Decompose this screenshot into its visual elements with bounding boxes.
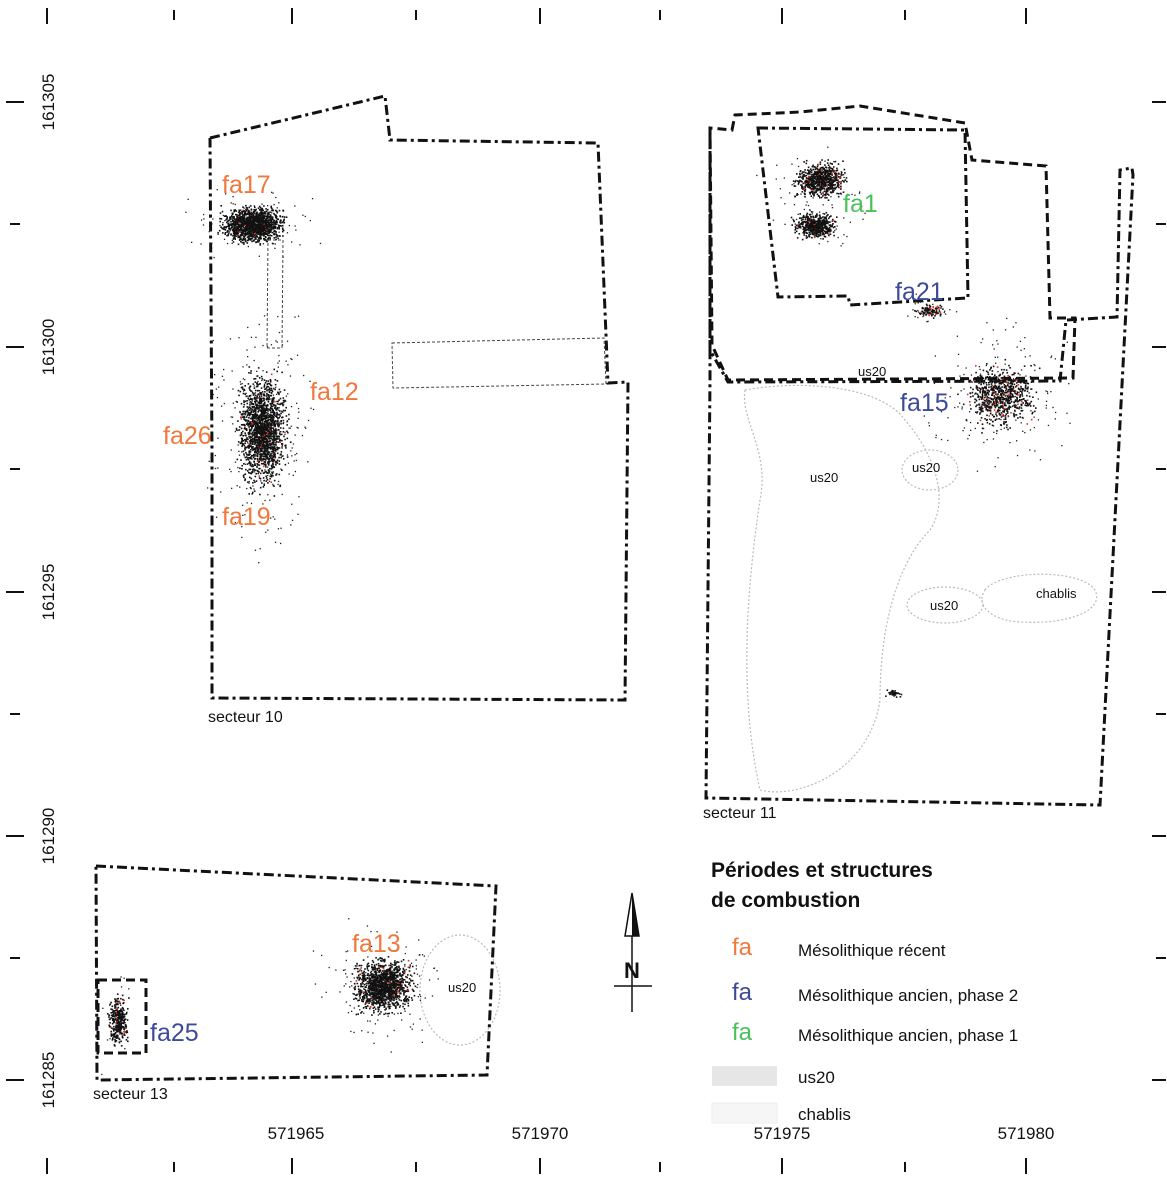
feature-fa1: fa1 (843, 190, 878, 218)
sector-13-label: secteur 13 (93, 1086, 168, 1103)
frame-ticks (6, 8, 1166, 1174)
sector-11-boundary (704, 104, 1135, 807)
y-label-2: 161300 (39, 319, 58, 376)
us20-label-1: us20 (858, 364, 886, 379)
feature-fa13: fa13 (352, 930, 401, 958)
legend-label-ancien1: Mésolithique ancien, phase 1 (798, 1026, 1018, 1045)
legend-label-chablis: chablis (798, 1105, 851, 1124)
chablis-zone (981, 573, 1098, 623)
cluster-small-s11 (885, 689, 903, 698)
feature-fa21: fa21 (895, 278, 944, 306)
legend-label-ancien2: Mésolithique ancien, phase 2 (798, 986, 1018, 1005)
feature-fa17: fa17 (222, 171, 271, 199)
y-label-4: 161290 (39, 808, 58, 865)
x-label-2: 571970 (512, 1124, 569, 1143)
legend-title-line2: de combustion (711, 889, 860, 912)
sector-10-boundary (208, 94, 630, 702)
legend-label-recent: Mésolithique récent (798, 941, 946, 960)
sector-11-label: secteur 11 (703, 805, 777, 822)
y-label-1: 161305 (39, 74, 58, 131)
legend-swatch-us20 (712, 1066, 777, 1086)
feature-fa19: fa19 (222, 503, 271, 531)
x-label-4: 571980 (998, 1124, 1055, 1143)
legend-symbol-recent: fa (732, 934, 753, 961)
chablis-label: chablis (1036, 586, 1077, 601)
cluster-fa17 (185, 189, 322, 259)
us20-label-5: us20 (448, 980, 476, 995)
sector-10-label: secteur 10 (208, 709, 283, 726)
legend-symbol-ancien1: fa (732, 1019, 753, 1046)
north-label: N (624, 958, 640, 983)
combustion-clusters (101, 146, 1071, 1076)
cluster-fa21 (907, 293, 958, 323)
feature-fa26: fa26 (163, 422, 212, 450)
legend: Périodes et structures de combustion fa … (711, 859, 1018, 1124)
cluster-fa1-north (756, 146, 866, 220)
feature-fa12: fa12 (310, 378, 359, 406)
legend-symbol-ancien2: fa (732, 979, 753, 1006)
feature-fa15: fa15 (900, 389, 949, 417)
feature-fa25: fa25 (150, 1019, 199, 1047)
y-label-5: 161285 (39, 1052, 58, 1109)
y-label-3: 161295 (39, 564, 58, 621)
cluster-fa1-south (772, 201, 851, 247)
x-label-1: 571965 (268, 1124, 325, 1143)
legend-title-line1: Périodes et structures (711, 859, 933, 882)
us20-label-4: us20 (930, 598, 958, 613)
x-label-3: 571975 (754, 1124, 811, 1143)
north-arrow: N (614, 892, 652, 1012)
cluster-fa15 (923, 317, 1071, 472)
us20-label-2: us20 (810, 470, 838, 485)
cluster-fa13 (312, 918, 439, 1053)
us20-label-3: us20 (912, 460, 940, 475)
sector-13-boundary (94, 864, 498, 1082)
legend-swatch-chablis (711, 1102, 778, 1124)
cluster-fa25 (101, 976, 130, 1076)
legend-label-us20: us20 (798, 1068, 835, 1087)
cluster-fa12-fa19 (207, 315, 315, 564)
